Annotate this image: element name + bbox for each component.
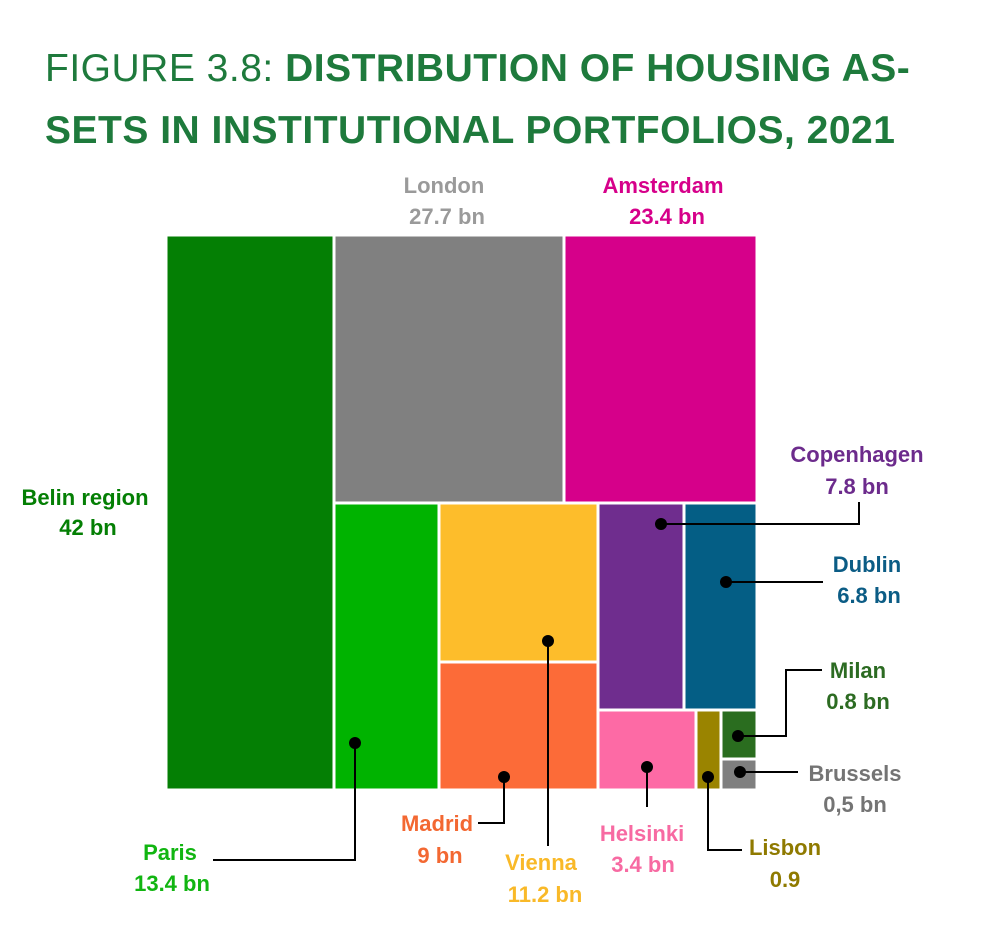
marker-dot-helsinki — [641, 761, 653, 773]
leader-line-lisbon — [707, 777, 742, 851]
label-value-amsterdam: 23.4 bn — [629, 204, 705, 229]
rect-vienna — [437, 501, 600, 664]
label-name-dublin: Dublin — [833, 552, 901, 577]
marker-dot-copenhagen — [655, 518, 667, 530]
rect-belin-region — [164, 233, 336, 792]
rect-copenhagen — [596, 501, 686, 712]
label-name-helsinki: Helsinki — [600, 821, 684, 846]
marker-dot-madrid — [498, 771, 510, 783]
label-name-lisbon: Lisbon — [749, 835, 821, 860]
leader-line-copenhagen — [661, 502, 860, 525]
chart-title: FIGURE 3.8: DISTRIBUTION OF HOUSING AS-S… — [45, 38, 965, 162]
label-value-brussels: 0,5 bn — [823, 792, 887, 817]
label-value-london: 27.7 bn — [409, 204, 485, 229]
marker-dot-dublin — [720, 576, 732, 588]
marker-dot-vienna — [542, 635, 554, 647]
rect-dublin — [682, 501, 759, 712]
rect-madrid — [437, 660, 600, 792]
marker-dot-milan — [732, 730, 744, 742]
leader-line-milan — [738, 669, 822, 737]
label-value-copenhagen: 7.8 bn — [825, 474, 889, 499]
label-name-london: London — [404, 173, 485, 198]
label-name-vienna: Vienna — [505, 850, 578, 875]
label-name-milan: Milan — [830, 658, 886, 683]
label-name-brussels: Brussels — [809, 761, 902, 786]
label-value-vienna: 11.2 bn — [508, 882, 583, 907]
leader-line-madrid — [478, 777, 505, 824]
rect-paris — [332, 501, 441, 792]
marker-dot-brussels — [734, 766, 746, 778]
label-value-milan: 0.8 bn — [826, 689, 890, 714]
chart-title-prefix: FIGURE 3.8: — [45, 47, 286, 90]
label-value-paris: 13.4 bn — [134, 871, 210, 896]
label-value-belin-region: 42 bn — [59, 515, 116, 540]
marker-dot-lisbon — [702, 771, 714, 783]
label-name-paris: Paris — [143, 840, 197, 865]
label-name-belin-region: Belin region — [21, 485, 148, 510]
marker-dot-paris — [349, 737, 361, 749]
leader-line-paris — [213, 743, 356, 861]
label-name-amsterdam: Amsterdam — [602, 173, 723, 198]
label-value-lisbon: 0.9 — [770, 867, 801, 892]
label-value-helsinki: 3.4 bn — [611, 852, 675, 877]
label-value-dublin: 6.8 bn — [837, 583, 901, 608]
chart-title-main: DISTRIBUTION OF HOUSING AS-SETS IN INSTI… — [45, 47, 911, 152]
label-value-madrid: 9 bn — [417, 843, 462, 868]
label-name-madrid: Madrid — [401, 811, 473, 836]
rect-amsterdam — [562, 233, 759, 505]
rect-london — [332, 233, 566, 505]
label-name-copenhagen: Copenhagen — [790, 442, 923, 467]
